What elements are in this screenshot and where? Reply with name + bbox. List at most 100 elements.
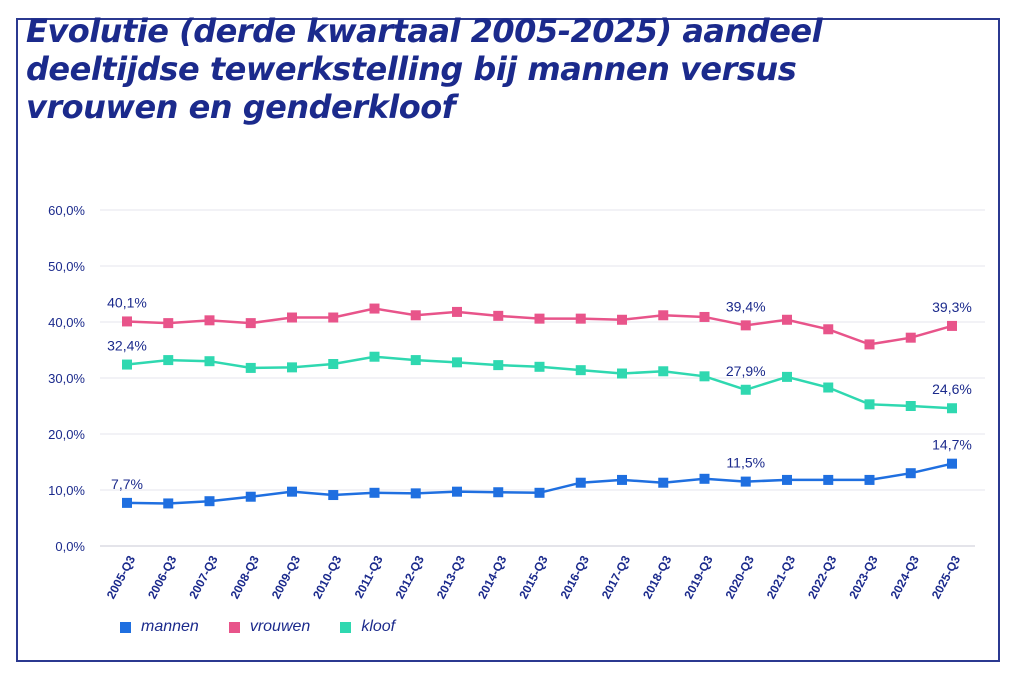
- point-vrouwen: [658, 310, 669, 321]
- point-kloof: [823, 382, 834, 393]
- y-tick-label: 50,0%: [48, 259, 85, 274]
- point-mannen: [905, 468, 916, 479]
- data-label: 11,5%: [726, 455, 765, 471]
- point-mannen: [163, 498, 174, 509]
- x-tick-label: 2025-Q3: [929, 553, 963, 601]
- point-mannen: [864, 474, 875, 485]
- x-tick-label: 2011-Q3: [352, 553, 386, 601]
- series-points: [122, 303, 957, 509]
- x-tick-label: 2010-Q3: [310, 553, 344, 601]
- point-vrouwen: [947, 320, 957, 331]
- point-vrouwen: [493, 310, 504, 321]
- legend-swatch-vrouwen: [228, 621, 240, 633]
- point-mannen: [947, 458, 957, 469]
- point-mannen: [823, 474, 834, 485]
- point-mannen: [410, 488, 421, 499]
- legend-label-vrouwen: vrouwen: [249, 618, 311, 635]
- x-tick-label: 2019-Q3: [681, 553, 715, 601]
- x-tick-label: 2018-Q3: [640, 553, 674, 601]
- point-kloof: [947, 403, 957, 414]
- point-vrouwen: [699, 311, 710, 322]
- point-vrouwen: [122, 316, 132, 327]
- point-mannen: [575, 477, 586, 488]
- point-kloof: [122, 359, 132, 370]
- data-labels: 7,7% 11,5% 14,7% 40,1% 39,4% 39,3% 32,4% 27,9% 2…: [107, 294, 972, 491]
- point-vrouwen: [369, 303, 380, 314]
- point-vrouwen: [410, 310, 421, 321]
- x-tick-label: 2006-Q3: [145, 553, 179, 601]
- point-kloof: [534, 361, 545, 372]
- x-tick-label: 2008-Q3: [228, 553, 262, 601]
- point-vrouwen: [534, 313, 545, 324]
- x-tick-label: 2021-Q3: [764, 553, 798, 601]
- y-tick-label: 20,0%: [48, 427, 85, 442]
- point-kloof: [287, 362, 297, 373]
- point-vrouwen: [245, 318, 256, 329]
- point-kloof: [410, 355, 421, 366]
- point-vrouwen: [740, 320, 751, 331]
- x-axis: 2005-Q3 2006-Q3 2007-Q3 2008-Q3 2009-Q3 2010-…: [100, 545, 975, 601]
- point-vrouwen: [575, 313, 586, 324]
- legend-item-mannen: mannen: [120, 618, 199, 636]
- x-tick-label: 2023-Q3: [846, 553, 880, 601]
- point-kloof: [740, 384, 751, 395]
- point-kloof: [864, 399, 875, 410]
- x-tick-label: 2014-Q3: [475, 553, 509, 601]
- point-mannen: [122, 497, 132, 508]
- x-tick-label: 2022-Q3: [805, 553, 839, 601]
- point-kloof: [699, 371, 710, 382]
- legend-item-kloof: kloof: [340, 618, 395, 636]
- point-mannen: [782, 474, 792, 485]
- x-tick-label: 2020-Q3: [723, 553, 757, 601]
- point-vrouwen: [452, 306, 462, 317]
- point-mannen: [740, 476, 751, 487]
- data-label: 39,3%: [932, 299, 972, 315]
- point-kloof: [163, 355, 174, 366]
- x-tick-label: 2015-Q3: [516, 553, 550, 601]
- point-mannen: [493, 487, 504, 498]
- x-tick-label: 2017-Q3: [599, 553, 633, 601]
- legend-label-kloof: kloof: [361, 618, 396, 635]
- point-vrouwen: [617, 314, 627, 325]
- point-mannen: [452, 486, 462, 497]
- x-tick-label: 2005-Q3: [104, 553, 138, 601]
- x-tick-label: 2024-Q3: [888, 553, 922, 601]
- x-tick-label: 2016-Q3: [558, 553, 592, 601]
- chart-title: Evolutie (derde kwartaal 2005-2025) aand…: [26, 12, 823, 126]
- point-kloof: [245, 362, 256, 373]
- point-kloof: [575, 365, 586, 376]
- y-tick-label: 60,0%: [48, 203, 85, 218]
- point-mannen: [204, 496, 215, 507]
- point-vrouwen: [204, 315, 215, 326]
- point-vrouwen: [864, 339, 875, 350]
- legend-swatch-kloof: [340, 621, 352, 633]
- point-kloof: [658, 366, 669, 377]
- point-vrouwen: [287, 312, 297, 323]
- y-tick-label: 30,0%: [48, 371, 85, 386]
- point-mannen: [369, 487, 380, 498]
- data-label: 7,7%: [111, 476, 143, 492]
- point-vrouwen: [782, 314, 792, 325]
- point-mannen: [699, 473, 710, 484]
- point-kloof: [452, 357, 462, 368]
- point-kloof: [905, 401, 916, 411]
- point-kloof: [328, 359, 339, 369]
- point-mannen: [245, 491, 256, 502]
- y-axis: 0,0% 10,0% 20,0% 30,0% 40,0% 50,0% 60,0%: [48, 203, 85, 554]
- legend-item-vrouwen: vrouwen: [228, 618, 311, 636]
- point-kloof: [204, 356, 215, 367]
- data-label: 32,4%: [107, 338, 147, 354]
- data-label: 40,1%: [107, 294, 147, 310]
- point-mannen: [658, 477, 669, 488]
- y-tick-label: 40,0%: [48, 315, 85, 330]
- point-kloof: [617, 368, 627, 379]
- legend-label-mannen: mannen: [141, 618, 199, 635]
- chart-frame: [16, 18, 1000, 662]
- point-vrouwen: [905, 332, 916, 343]
- x-tick-label: 2012-Q3: [393, 553, 427, 601]
- point-vrouwen: [328, 312, 339, 323]
- point-kloof: [782, 371, 792, 382]
- data-label: 27,9%: [726, 363, 766, 379]
- grid-lines: [100, 209, 985, 491]
